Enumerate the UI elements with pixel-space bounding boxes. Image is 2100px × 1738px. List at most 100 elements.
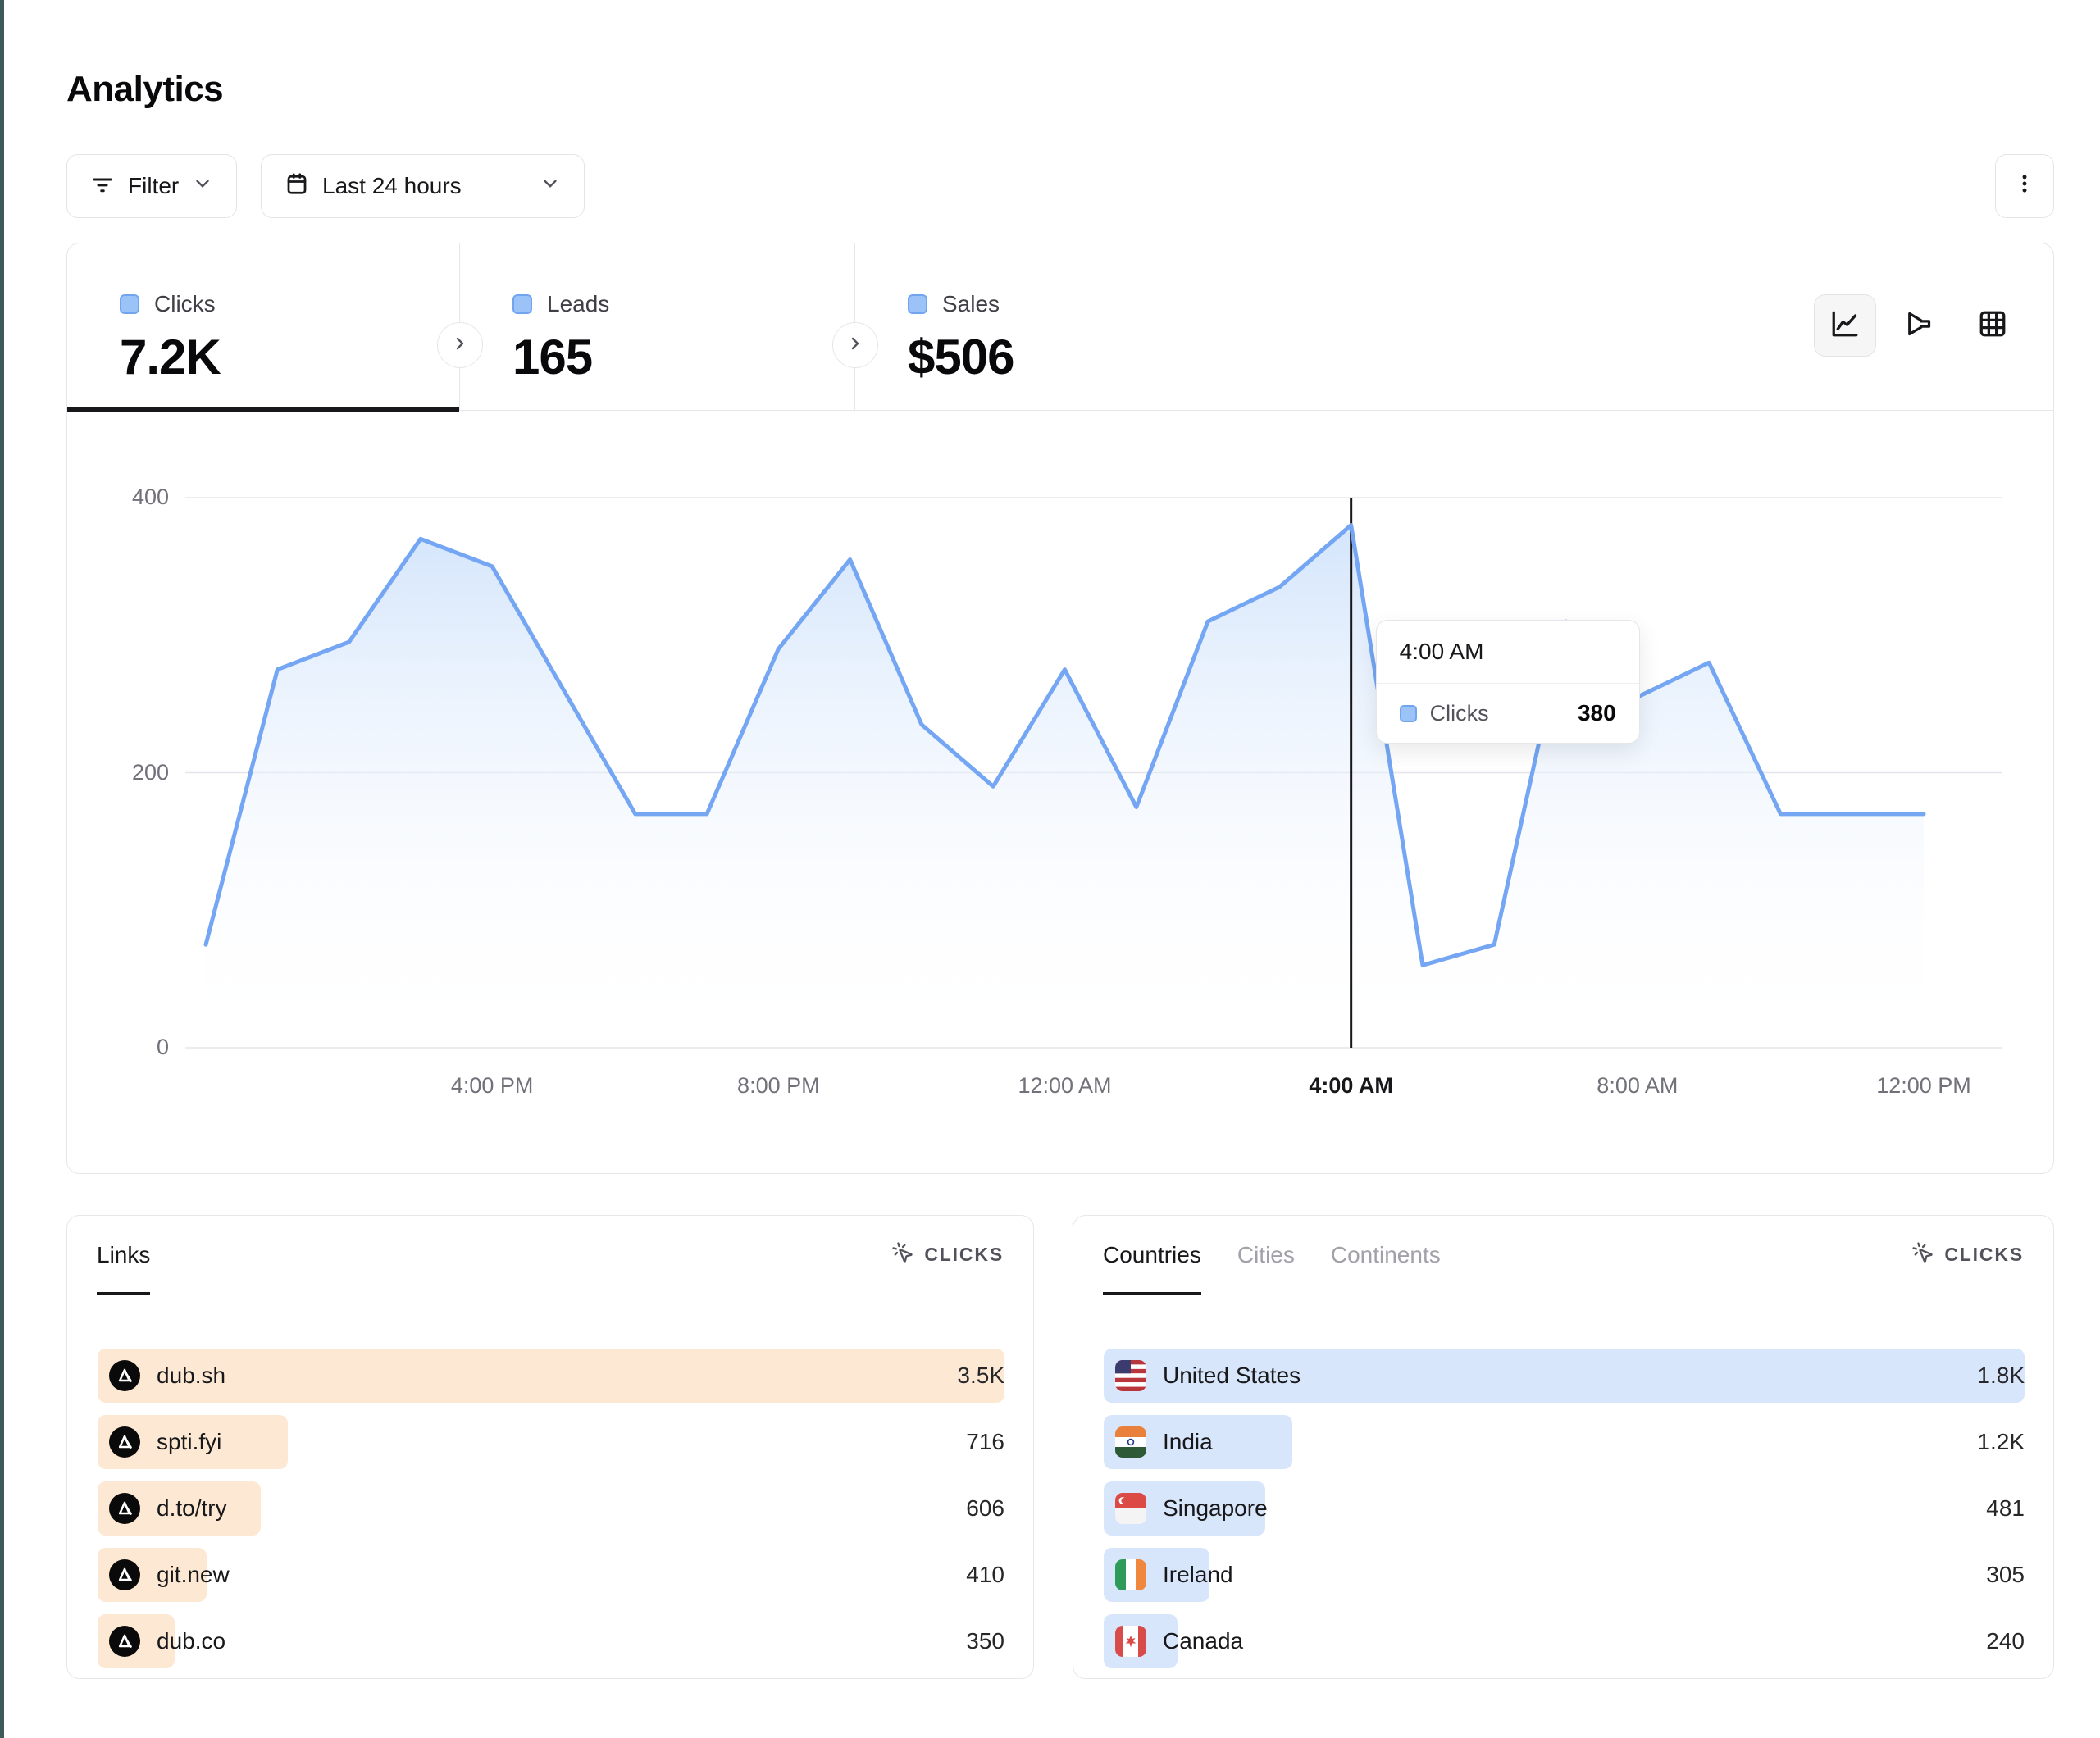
line-chart-icon xyxy=(1829,307,1861,344)
item-value: 1.8K xyxy=(1977,1363,2025,1388)
tooltip-value: 380 xyxy=(1577,700,1616,726)
links-panel-tabs: Links xyxy=(97,1216,151,1295)
item-label: dub.co xyxy=(157,1628,226,1654)
x-axis-tick: 4:00 AM xyxy=(1309,1073,1393,1098)
item-value: 350 xyxy=(966,1628,1004,1654)
item-value: 481 xyxy=(1986,1495,2025,1521)
link-row[interactable]: spti.fyi 716 xyxy=(98,1415,1004,1469)
leads-legend-swatch xyxy=(512,294,532,314)
funnel-view-button[interactable] xyxy=(1888,294,1950,357)
y-axis-tick: 0 xyxy=(156,1035,169,1059)
dub-logo-icon xyxy=(109,1626,140,1657)
stat-tab-sales[interactable]: Sales $506 xyxy=(855,243,1257,410)
country-row[interactable]: Canada 240 xyxy=(1104,1614,2025,1668)
area-chart-canvas[interactable] xyxy=(67,411,2052,1173)
countries-tab-countries[interactable]: Countries xyxy=(1103,1216,1201,1295)
toolbar: Filter Last 24 hours xyxy=(66,154,2054,218)
page-title: Analytics xyxy=(66,69,224,109)
stat-tab-clicks[interactable]: Clicks 7.2K xyxy=(67,243,459,412)
dub-logo-icon xyxy=(109,1426,140,1458)
item-label: d.to/try xyxy=(157,1495,227,1521)
item-value: 3.5K xyxy=(957,1363,1004,1388)
stat-divider xyxy=(437,243,483,410)
stat-value: $506 xyxy=(908,330,1014,384)
countries-metric-toggle[interactable]: CLICKS xyxy=(1911,1241,2024,1269)
chevron-right-icon xyxy=(845,334,865,357)
country-row[interactable]: India 1.2K xyxy=(1104,1415,2025,1469)
chevron-down-icon xyxy=(192,173,213,200)
link-row[interactable]: d.to/try 606 xyxy=(98,1481,1004,1536)
item-label: Singapore xyxy=(1163,1495,1268,1521)
links-tab-links[interactable]: Links xyxy=(97,1216,151,1295)
in-flag-icon xyxy=(1115,1426,1146,1458)
stat-value: 7.2K xyxy=(120,330,221,384)
item-label: Ireland xyxy=(1163,1562,1233,1587)
x-axis-tick: 8:00 AM xyxy=(1597,1073,1679,1098)
item-label: India xyxy=(1163,1429,1213,1454)
x-axis-tick: 8:00 PM xyxy=(737,1073,820,1098)
item-label: United States xyxy=(1163,1363,1301,1388)
item-value: 716 xyxy=(966,1429,1004,1454)
links-metric-toggle[interactable]: CLICKS xyxy=(891,1241,1004,1269)
item-value: 305 xyxy=(1986,1562,2025,1587)
stat-label: Clicks xyxy=(154,291,216,316)
country-row[interactable]: Singapore 481 xyxy=(1104,1481,2025,1536)
tooltip-series-label: Clicks xyxy=(1429,700,1489,726)
item-label: spti.fyi xyxy=(157,1429,222,1454)
value-bar xyxy=(1104,1349,2025,1403)
item-value: 410 xyxy=(966,1562,1004,1587)
date-range-button[interactable]: Last 24 hours xyxy=(261,154,585,218)
chevron-right-icon xyxy=(450,334,470,357)
chart-tooltip: 4:00 AM Clicks 380 xyxy=(1375,620,1640,744)
item-label: git.new xyxy=(157,1562,230,1587)
sales-legend-swatch xyxy=(908,294,927,314)
us-flag-icon xyxy=(1115,1360,1146,1391)
chart-view-switcher xyxy=(1814,294,2024,357)
clicks-chart[interactable]: 0 200 400 4:00 PM 8:00 PM 12:00 AM 4:00 AM 8:0… xyxy=(67,411,2052,1173)
filter-icon xyxy=(90,171,115,202)
country-row[interactable]: United States 1.8K xyxy=(1104,1349,2025,1403)
x-axis-tick: 12:00 AM xyxy=(1018,1073,1112,1098)
clicks-legend-swatch xyxy=(120,294,139,314)
countries-panel-tabs: Countries Cities Continents xyxy=(1103,1216,1441,1295)
item-label: dub.sh xyxy=(157,1363,226,1388)
x-axis-tick: 12:00 PM xyxy=(1876,1073,1971,1098)
analytics-card: Clicks 7.2K Leads 165 xyxy=(66,243,2054,1174)
ca-flag-icon xyxy=(1115,1626,1146,1657)
filter-button-label: Filter xyxy=(128,173,180,198)
x-axis-tick: 4:00 PM xyxy=(450,1073,534,1098)
stat-tabs: Clicks 7.2K Leads 165 xyxy=(67,243,2053,412)
expand-sales-button[interactable] xyxy=(832,322,878,368)
dub-logo-icon xyxy=(109,1360,140,1391)
more-options-button[interactable] xyxy=(1995,154,2054,218)
y-axis-tick: 400 xyxy=(131,485,169,509)
stat-tab-leads[interactable]: Leads 165 xyxy=(460,243,854,410)
filter-button[interactable]: Filter xyxy=(66,154,238,218)
countries-tab-cities[interactable]: Cities xyxy=(1237,1241,1295,1267)
stat-divider xyxy=(832,243,878,410)
link-row[interactable]: dub.co 350 xyxy=(98,1614,1004,1668)
page-edge-accent xyxy=(0,0,4,1738)
dub-logo-icon xyxy=(109,1559,140,1590)
countries-metric-label: CLICKS xyxy=(1944,1244,2024,1265)
table-view-button[interactable] xyxy=(1961,294,2024,357)
date-range-label: Last 24 hours xyxy=(322,173,462,198)
cursor-click-icon xyxy=(891,1241,914,1269)
funnel-chart-icon xyxy=(1902,307,1935,344)
stat-label: Sales xyxy=(942,291,1000,316)
item-value: 606 xyxy=(966,1495,1004,1521)
value-bar xyxy=(98,1349,1004,1403)
countries-tab-continents[interactable]: Continents xyxy=(1330,1241,1441,1267)
link-row[interactable]: git.new 410 xyxy=(98,1548,1004,1602)
link-row[interactable]: dub.sh 3.5K xyxy=(98,1349,1004,1403)
item-value: 240 xyxy=(1986,1628,2025,1654)
expand-leads-button[interactable] xyxy=(437,322,483,368)
tooltip-time: 4:00 AM xyxy=(1376,621,1639,684)
sg-flag-icon xyxy=(1115,1493,1146,1524)
item-label: Canada xyxy=(1163,1628,1244,1654)
line-chart-view-button[interactable] xyxy=(1814,294,1876,357)
tooltip-legend-swatch xyxy=(1399,704,1417,722)
chevron-down-icon xyxy=(540,173,561,200)
ie-flag-icon xyxy=(1115,1559,1146,1590)
country-row[interactable]: Ireland 305 xyxy=(1104,1548,2025,1602)
